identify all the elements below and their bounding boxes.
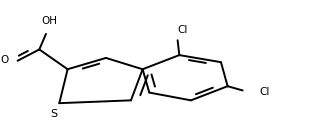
Text: Cl: Cl	[259, 87, 269, 97]
Text: S: S	[51, 109, 58, 119]
Text: O: O	[1, 55, 9, 65]
Text: OH: OH	[41, 16, 57, 26]
Text: Cl: Cl	[177, 25, 188, 35]
